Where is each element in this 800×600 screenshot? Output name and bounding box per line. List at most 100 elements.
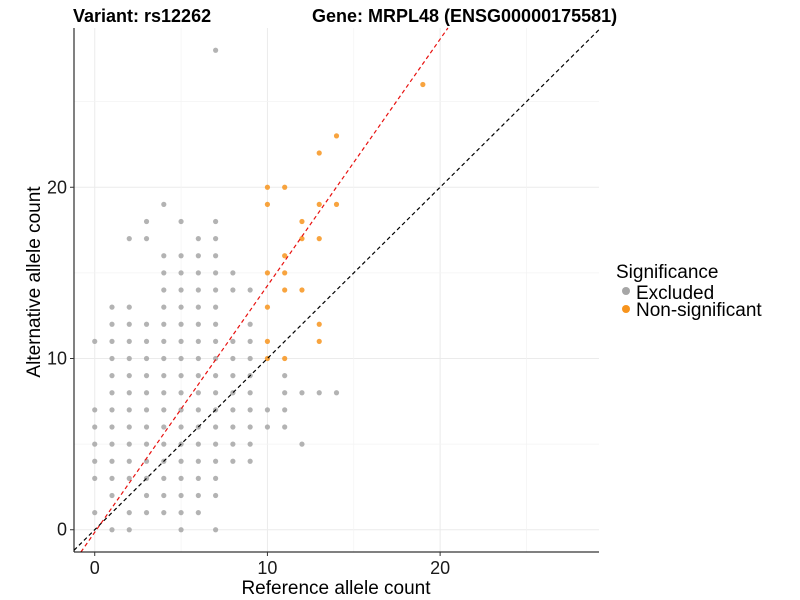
point-excluded bbox=[126, 390, 132, 396]
point-non-significant bbox=[299, 218, 305, 225]
reference-line-2 bbox=[80, 27, 449, 553]
y-axis-title: Alternative allele count bbox=[24, 186, 45, 378]
point-excluded bbox=[143, 373, 150, 379]
point-excluded bbox=[282, 424, 288, 430]
legend-swatch-non-significant bbox=[622, 305, 630, 313]
point-excluded bbox=[92, 338, 98, 344]
point-excluded bbox=[178, 424, 184, 430]
y-tick-label: 0 bbox=[57, 520, 67, 540]
point-excluded bbox=[161, 253, 167, 259]
point-excluded bbox=[126, 407, 132, 413]
legend-title: Significance bbox=[616, 262, 718, 283]
point-excluded bbox=[195, 390, 201, 396]
point-excluded bbox=[213, 492, 219, 499]
x-axis-title: Reference allele count bbox=[241, 578, 431, 599]
point-excluded bbox=[213, 304, 219, 310]
point-excluded bbox=[109, 527, 115, 533]
point-non-significant bbox=[264, 184, 271, 190]
point-excluded bbox=[178, 458, 184, 464]
point-excluded bbox=[109, 304, 115, 310]
point-excluded bbox=[282, 407, 288, 413]
point-excluded bbox=[178, 321, 184, 327]
grid bbox=[74, 28, 599, 552]
point-non-significant bbox=[282, 184, 288, 190]
point-excluded bbox=[143, 407, 150, 413]
point-excluded bbox=[178, 407, 184, 413]
chart-title-variant: Variant: rs12262 bbox=[73, 6, 211, 26]
point-excluded bbox=[92, 475, 98, 481]
point-excluded bbox=[195, 304, 201, 310]
point-excluded bbox=[143, 355, 150, 362]
point-excluded bbox=[143, 321, 150, 327]
point-excluded bbox=[161, 407, 167, 413]
point-excluded bbox=[213, 390, 219, 396]
point-non-significant bbox=[316, 321, 322, 327]
point-excluded bbox=[213, 253, 219, 259]
x-tick-label: 0 bbox=[90, 558, 100, 578]
point-excluded bbox=[282, 373, 288, 379]
point-non-significant bbox=[333, 133, 340, 139]
point-excluded bbox=[178, 373, 184, 379]
point-excluded bbox=[126, 527, 132, 533]
point-non-significant bbox=[316, 201, 322, 207]
point-excluded bbox=[264, 424, 271, 430]
point-excluded bbox=[109, 355, 115, 362]
point-excluded bbox=[213, 287, 219, 293]
point-excluded bbox=[213, 321, 219, 327]
point-excluded bbox=[195, 373, 201, 379]
point-excluded bbox=[264, 407, 271, 413]
point-excluded bbox=[92, 441, 98, 447]
point-excluded bbox=[213, 527, 219, 533]
point-non-significant bbox=[299, 287, 305, 293]
point-excluded bbox=[195, 475, 201, 481]
point-excluded bbox=[161, 287, 167, 293]
point-non-significant bbox=[282, 253, 288, 259]
point-excluded bbox=[161, 304, 167, 310]
point-excluded bbox=[178, 475, 184, 481]
point-excluded bbox=[247, 338, 253, 344]
point-excluded bbox=[247, 287, 253, 293]
point-excluded bbox=[143, 458, 150, 464]
point-non-significant bbox=[316, 150, 322, 156]
point-excluded bbox=[178, 355, 184, 362]
x-tick-label: 10 bbox=[257, 558, 277, 578]
point-excluded bbox=[195, 236, 201, 242]
point-excluded bbox=[247, 424, 253, 430]
point-excluded bbox=[178, 527, 184, 533]
point-excluded bbox=[109, 492, 115, 499]
point-excluded bbox=[161, 321, 167, 327]
point-non-significant bbox=[316, 338, 322, 344]
point-excluded bbox=[213, 441, 219, 447]
point-excluded bbox=[143, 492, 150, 499]
point-excluded bbox=[126, 458, 132, 464]
point-non-significant bbox=[333, 201, 340, 207]
point-excluded bbox=[161, 270, 167, 276]
point-excluded bbox=[143, 236, 150, 242]
point-non-significant bbox=[264, 201, 271, 207]
y-tick-label: 10 bbox=[47, 348, 67, 368]
point-excluded bbox=[230, 373, 236, 379]
point-excluded bbox=[195, 270, 201, 276]
point-excluded bbox=[161, 475, 167, 481]
point-non-significant bbox=[264, 304, 271, 310]
point-non-significant bbox=[282, 270, 288, 276]
reference-line-1 bbox=[73, 29, 600, 551]
point-excluded bbox=[143, 218, 150, 225]
point-excluded bbox=[333, 390, 340, 396]
axes bbox=[73, 28, 599, 553]
point-excluded bbox=[299, 441, 305, 447]
point-non-significant bbox=[299, 236, 305, 242]
point-excluded bbox=[178, 390, 184, 396]
point-non-significant bbox=[316, 236, 322, 242]
point-excluded bbox=[195, 458, 201, 464]
point-excluded bbox=[178, 218, 184, 225]
point-excluded bbox=[143, 390, 150, 396]
point-excluded bbox=[143, 441, 150, 447]
point-excluded bbox=[230, 458, 236, 464]
point-excluded bbox=[109, 475, 115, 481]
point-excluded bbox=[92, 407, 98, 413]
point-excluded bbox=[230, 424, 236, 430]
point-excluded bbox=[109, 424, 115, 430]
point-excluded bbox=[143, 338, 150, 344]
point-excluded bbox=[161, 441, 167, 447]
